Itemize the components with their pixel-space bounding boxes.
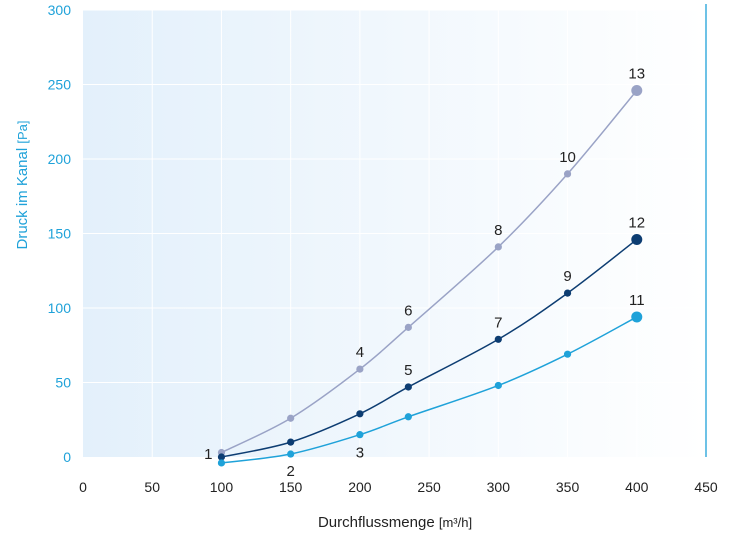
data-point bbox=[494, 243, 502, 251]
point-label: 9 bbox=[563, 268, 571, 285]
x-tick-label: 400 bbox=[625, 479, 649, 495]
y-tick-label: 0 bbox=[63, 449, 71, 465]
y-axis-title-unit: [Pa] bbox=[15, 121, 30, 144]
data-point bbox=[287, 450, 295, 458]
point-label: 12 bbox=[628, 214, 645, 231]
point-label: 5 bbox=[404, 362, 412, 379]
point-label: 2 bbox=[286, 463, 294, 480]
y-tick-label: 150 bbox=[48, 226, 72, 242]
x-tick-label: 350 bbox=[556, 479, 580, 495]
x-tick-label: 250 bbox=[417, 479, 441, 495]
y-tick-label: 250 bbox=[48, 77, 72, 93]
point-label: 10 bbox=[559, 149, 576, 166]
x-tick-label: 450 bbox=[694, 479, 718, 495]
y-tick-label: 50 bbox=[55, 375, 71, 391]
data-point bbox=[563, 289, 572, 297]
point-label: 4 bbox=[356, 344, 364, 361]
point-label: 11 bbox=[629, 292, 645, 309]
data-point bbox=[563, 170, 572, 178]
data-point bbox=[287, 438, 295, 446]
data-point bbox=[404, 413, 412, 421]
x-tick-label: 100 bbox=[210, 479, 234, 495]
data-point bbox=[356, 431, 364, 439]
data-point bbox=[494, 381, 502, 390]
y-tick-label: 300 bbox=[48, 2, 72, 18]
point-label: 8 bbox=[494, 222, 502, 239]
data-point bbox=[217, 459, 226, 467]
x-tick-label: 150 bbox=[279, 479, 303, 495]
data-point bbox=[631, 233, 643, 245]
data-point bbox=[287, 414, 295, 422]
data-point bbox=[356, 365, 364, 373]
point-label: 1 bbox=[204, 446, 212, 463]
x-tick-label: 0 bbox=[79, 479, 87, 495]
point-label: 6 bbox=[404, 302, 412, 319]
x-tick-label: 200 bbox=[348, 479, 372, 495]
data-point bbox=[404, 323, 412, 331]
x-axis-title-main: Durchflussmenge bbox=[318, 514, 439, 531]
point-label: 7 bbox=[494, 314, 502, 331]
data-point bbox=[404, 383, 412, 391]
data-point bbox=[631, 311, 643, 323]
data-point bbox=[494, 335, 502, 343]
x-axis-title-unit: [m³/h] bbox=[439, 515, 472, 530]
x-tick-label: 50 bbox=[144, 479, 160, 495]
data-point bbox=[217, 453, 226, 461]
y-axis-title-main: Druck im Kanal bbox=[14, 144, 31, 250]
x-axis-title: Durchflussmenge [m³/h] bbox=[318, 514, 472, 531]
point-label: 13 bbox=[628, 65, 645, 82]
data-point bbox=[631, 84, 643, 96]
y-tick-label: 200 bbox=[48, 151, 72, 167]
y-axis-title: Druck im Kanal [Pa] bbox=[14, 121, 31, 250]
y-tick-label: 100 bbox=[48, 300, 72, 316]
data-point bbox=[356, 410, 364, 418]
x-tick-label: 300 bbox=[487, 479, 511, 495]
point-label: 3 bbox=[356, 445, 364, 462]
data-point bbox=[563, 350, 572, 358]
